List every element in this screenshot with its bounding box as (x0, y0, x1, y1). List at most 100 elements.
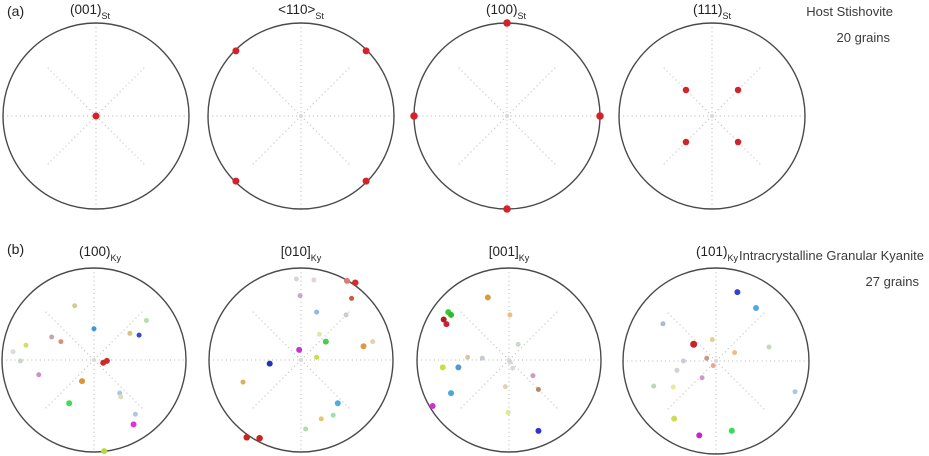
panel-a-annotation-count: 20 grains (836, 30, 890, 45)
panel-b-annotation: Intracrystalline Granular Kyanite 27 gra… (739, 248, 924, 289)
data-point (704, 355, 710, 361)
data-point (349, 295, 355, 301)
projection-rim (618, 22, 806, 210)
data-point (66, 400, 73, 407)
data-point (92, 112, 100, 120)
data-point (10, 349, 16, 355)
grid-diagonal-spoke (300, 115, 352, 167)
data-point (682, 86, 690, 94)
data-point (293, 276, 299, 282)
data-point (101, 448, 108, 455)
grid-diagonal-spoke (665, 310, 717, 362)
data-point (479, 355, 485, 361)
pole-title-sub: St (722, 10, 732, 21)
grid-diagonal-spoke (93, 359, 144, 410)
data-point (503, 19, 511, 27)
projection-rim (622, 267, 810, 455)
pole-title-sub: Ky (518, 252, 530, 263)
data-point (72, 303, 78, 309)
data-point (734, 289, 741, 296)
grid-diagonal-spoke (506, 115, 558, 167)
data-point (410, 112, 418, 120)
data-point (58, 339, 64, 345)
data-point (343, 312, 349, 318)
pole-title-main: (001) (69, 2, 102, 17)
pole-title-main: [010] (280, 244, 311, 259)
data-point (17, 358, 23, 364)
data-point (118, 394, 124, 400)
data-point (91, 326, 97, 332)
data-point (243, 434, 250, 441)
grid-diagonal-spoke (459, 310, 510, 361)
grid-diagonal-spoke (300, 359, 351, 410)
data-point (36, 372, 42, 378)
panel-b-annotation-title: Intracrystalline Granular Kyanite (739, 248, 924, 263)
pole-title-main: <110> (278, 2, 316, 17)
data-point (503, 205, 511, 213)
grid-diagonal-spoke (95, 115, 147, 167)
pole-title-main: [001] (488, 244, 519, 259)
pole-title-sub: St (517, 10, 527, 21)
pole-figure-a4-title: (111)St (642, 2, 782, 21)
pole-title-sub: Ky (310, 252, 322, 263)
data-point (266, 360, 273, 367)
grid-diagonal-spoke (250, 65, 302, 117)
data-point (79, 378, 86, 385)
data-point (752, 304, 759, 311)
data-point (256, 434, 263, 442)
data-point (232, 47, 240, 55)
grid-diagonal-spoke (456, 65, 508, 117)
data-point (311, 277, 317, 283)
pole-figure-a1-plot (2, 22, 190, 210)
pole-title-main: (100) (78, 244, 111, 259)
data-point (766, 344, 772, 350)
data-point (732, 350, 738, 356)
pole-title-main: (101) (695, 244, 728, 259)
pole-title-main: (111) (692, 2, 723, 17)
pole-figure-a2-plot (207, 22, 395, 210)
data-point (362, 47, 370, 55)
panel-a-annotation-title: Host Stishovite (806, 4, 893, 19)
data-point (792, 389, 798, 395)
data-point (370, 339, 376, 345)
center-marker (299, 114, 303, 118)
data-point (507, 312, 513, 318)
data-point (330, 412, 336, 418)
data-point (651, 383, 657, 389)
data-point (502, 384, 508, 390)
grid-diagonal-spoke (250, 115, 302, 167)
center-marker (714, 359, 718, 363)
pole-figure-a4-plot (618, 22, 806, 210)
data-point (674, 367, 680, 373)
pole-figure-b1-plot (1, 267, 187, 455)
data-point (680, 358, 686, 364)
data-point (535, 386, 541, 392)
projection-rim (416, 267, 602, 453)
panel-b-label: (b) (7, 241, 25, 257)
pole-figure-b4-title: (101)Ky (647, 244, 787, 263)
data-point (465, 354, 471, 360)
grid-diagonal-spoke (459, 359, 510, 410)
data-point (303, 426, 309, 432)
data-point (132, 411, 138, 417)
panel-a-annotation: Host Stishovite 20 grains (806, 4, 893, 45)
grid-diagonal-spoke (456, 115, 508, 167)
pole-figure-a3-title: (100)St (436, 2, 576, 21)
data-point (682, 138, 690, 146)
data-point (709, 337, 715, 343)
data-point (660, 321, 666, 327)
center-marker (505, 114, 509, 118)
data-point (535, 427, 542, 434)
pole-title-main: (100) (485, 2, 518, 17)
data-point (362, 177, 370, 185)
data-point (734, 86, 742, 94)
pole-title-sub: Ky (727, 252, 739, 263)
data-point (530, 373, 536, 379)
pole-figure-b2-plot (208, 267, 394, 453)
data-point (448, 311, 455, 318)
pole-figure-b4-plot (622, 267, 810, 455)
grid-diagonal-spoke (711, 65, 763, 117)
data-point (318, 416, 324, 422)
pole-figure-a1-title: (001)St (20, 2, 160, 21)
